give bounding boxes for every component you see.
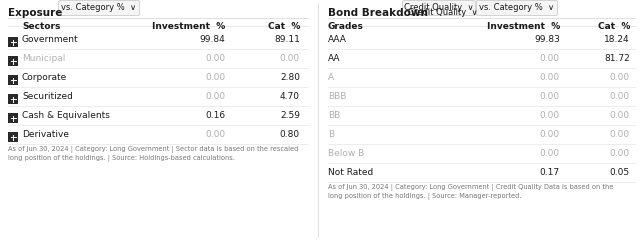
Text: 0.00: 0.00 — [610, 73, 630, 82]
Text: Bond Breakdown: Bond Breakdown — [328, 8, 428, 18]
Text: 18.24: 18.24 — [604, 35, 630, 44]
Text: Municipal: Municipal — [22, 54, 65, 63]
Text: Investment  %: Investment % — [487, 22, 560, 31]
Text: B: B — [328, 130, 334, 139]
FancyBboxPatch shape — [8, 37, 18, 47]
Text: 0.00: 0.00 — [540, 149, 560, 158]
Text: Cash & Equivalents: Cash & Equivalents — [22, 111, 110, 120]
FancyBboxPatch shape — [8, 75, 18, 85]
Text: Securitized: Securitized — [22, 92, 73, 101]
Text: 99.84: 99.84 — [199, 35, 225, 44]
Text: 0.00: 0.00 — [540, 54, 560, 63]
Text: 0.00: 0.00 — [540, 111, 560, 120]
Text: 0.00: 0.00 — [205, 73, 225, 82]
FancyBboxPatch shape — [8, 56, 18, 66]
Text: 2.80: 2.80 — [280, 73, 300, 82]
Text: 0.00: 0.00 — [610, 92, 630, 101]
Text: 0.00: 0.00 — [540, 73, 560, 82]
FancyBboxPatch shape — [58, 0, 140, 16]
Text: Below B: Below B — [328, 149, 364, 158]
Text: Credit Quality  ∨: Credit Quality ∨ — [408, 8, 477, 17]
Text: A: A — [328, 73, 334, 82]
Text: Sectors: Sectors — [22, 22, 60, 31]
Text: Government: Government — [22, 35, 79, 44]
Text: Cat  %: Cat % — [268, 22, 300, 31]
FancyBboxPatch shape — [8, 132, 18, 142]
Text: Credit Quality  ∨: Credit Quality ∨ — [404, 4, 474, 12]
FancyBboxPatch shape — [477, 0, 557, 16]
Text: 0.00: 0.00 — [540, 92, 560, 101]
FancyBboxPatch shape — [403, 0, 476, 16]
Text: 81.72: 81.72 — [604, 54, 630, 63]
Text: 0.80: 0.80 — [280, 130, 300, 139]
Text: 99.83: 99.83 — [534, 35, 560, 44]
Text: BBB: BBB — [328, 92, 346, 101]
Text: 0.00: 0.00 — [205, 92, 225, 101]
Text: Corporate: Corporate — [22, 73, 67, 82]
Text: 0.05: 0.05 — [610, 168, 630, 177]
Text: Investment  %: Investment % — [152, 22, 225, 31]
Text: 2.59: 2.59 — [280, 111, 300, 120]
Text: 0.00: 0.00 — [610, 111, 630, 120]
Text: Derivative: Derivative — [22, 130, 69, 139]
Text: Grades: Grades — [328, 22, 364, 31]
Text: 0.16: 0.16 — [205, 111, 225, 120]
Text: 0.00: 0.00 — [610, 130, 630, 139]
Text: 0.00: 0.00 — [610, 149, 630, 158]
Text: 89.11: 89.11 — [274, 35, 300, 44]
Text: AAA: AAA — [328, 35, 347, 44]
Text: Not Rated: Not Rated — [328, 168, 373, 177]
Text: 0.00: 0.00 — [205, 54, 225, 63]
Text: 0.00: 0.00 — [205, 130, 225, 139]
Text: BB: BB — [328, 111, 340, 120]
Text: 4.70: 4.70 — [280, 92, 300, 101]
Text: vs. Category %  ∨: vs. Category % ∨ — [61, 4, 136, 12]
FancyBboxPatch shape — [8, 113, 18, 123]
Text: Cat  %: Cat % — [598, 22, 630, 31]
Text: As of Jun 30, 2024 | Category: Long Government | Credit Quality Data is based on: As of Jun 30, 2024 | Category: Long Gove… — [328, 184, 613, 200]
Text: AA: AA — [328, 54, 340, 63]
Text: vs. Category %  ∨: vs. Category % ∨ — [479, 4, 555, 12]
Text: 0.00: 0.00 — [280, 54, 300, 63]
FancyBboxPatch shape — [8, 94, 18, 104]
Text: 0.17: 0.17 — [540, 168, 560, 177]
Text: 0.00: 0.00 — [540, 130, 560, 139]
Text: As of Jun 30, 2024 | Category: Long Government | Sector data is based on the res: As of Jun 30, 2024 | Category: Long Gove… — [8, 146, 298, 162]
Text: Exposure: Exposure — [8, 8, 62, 18]
